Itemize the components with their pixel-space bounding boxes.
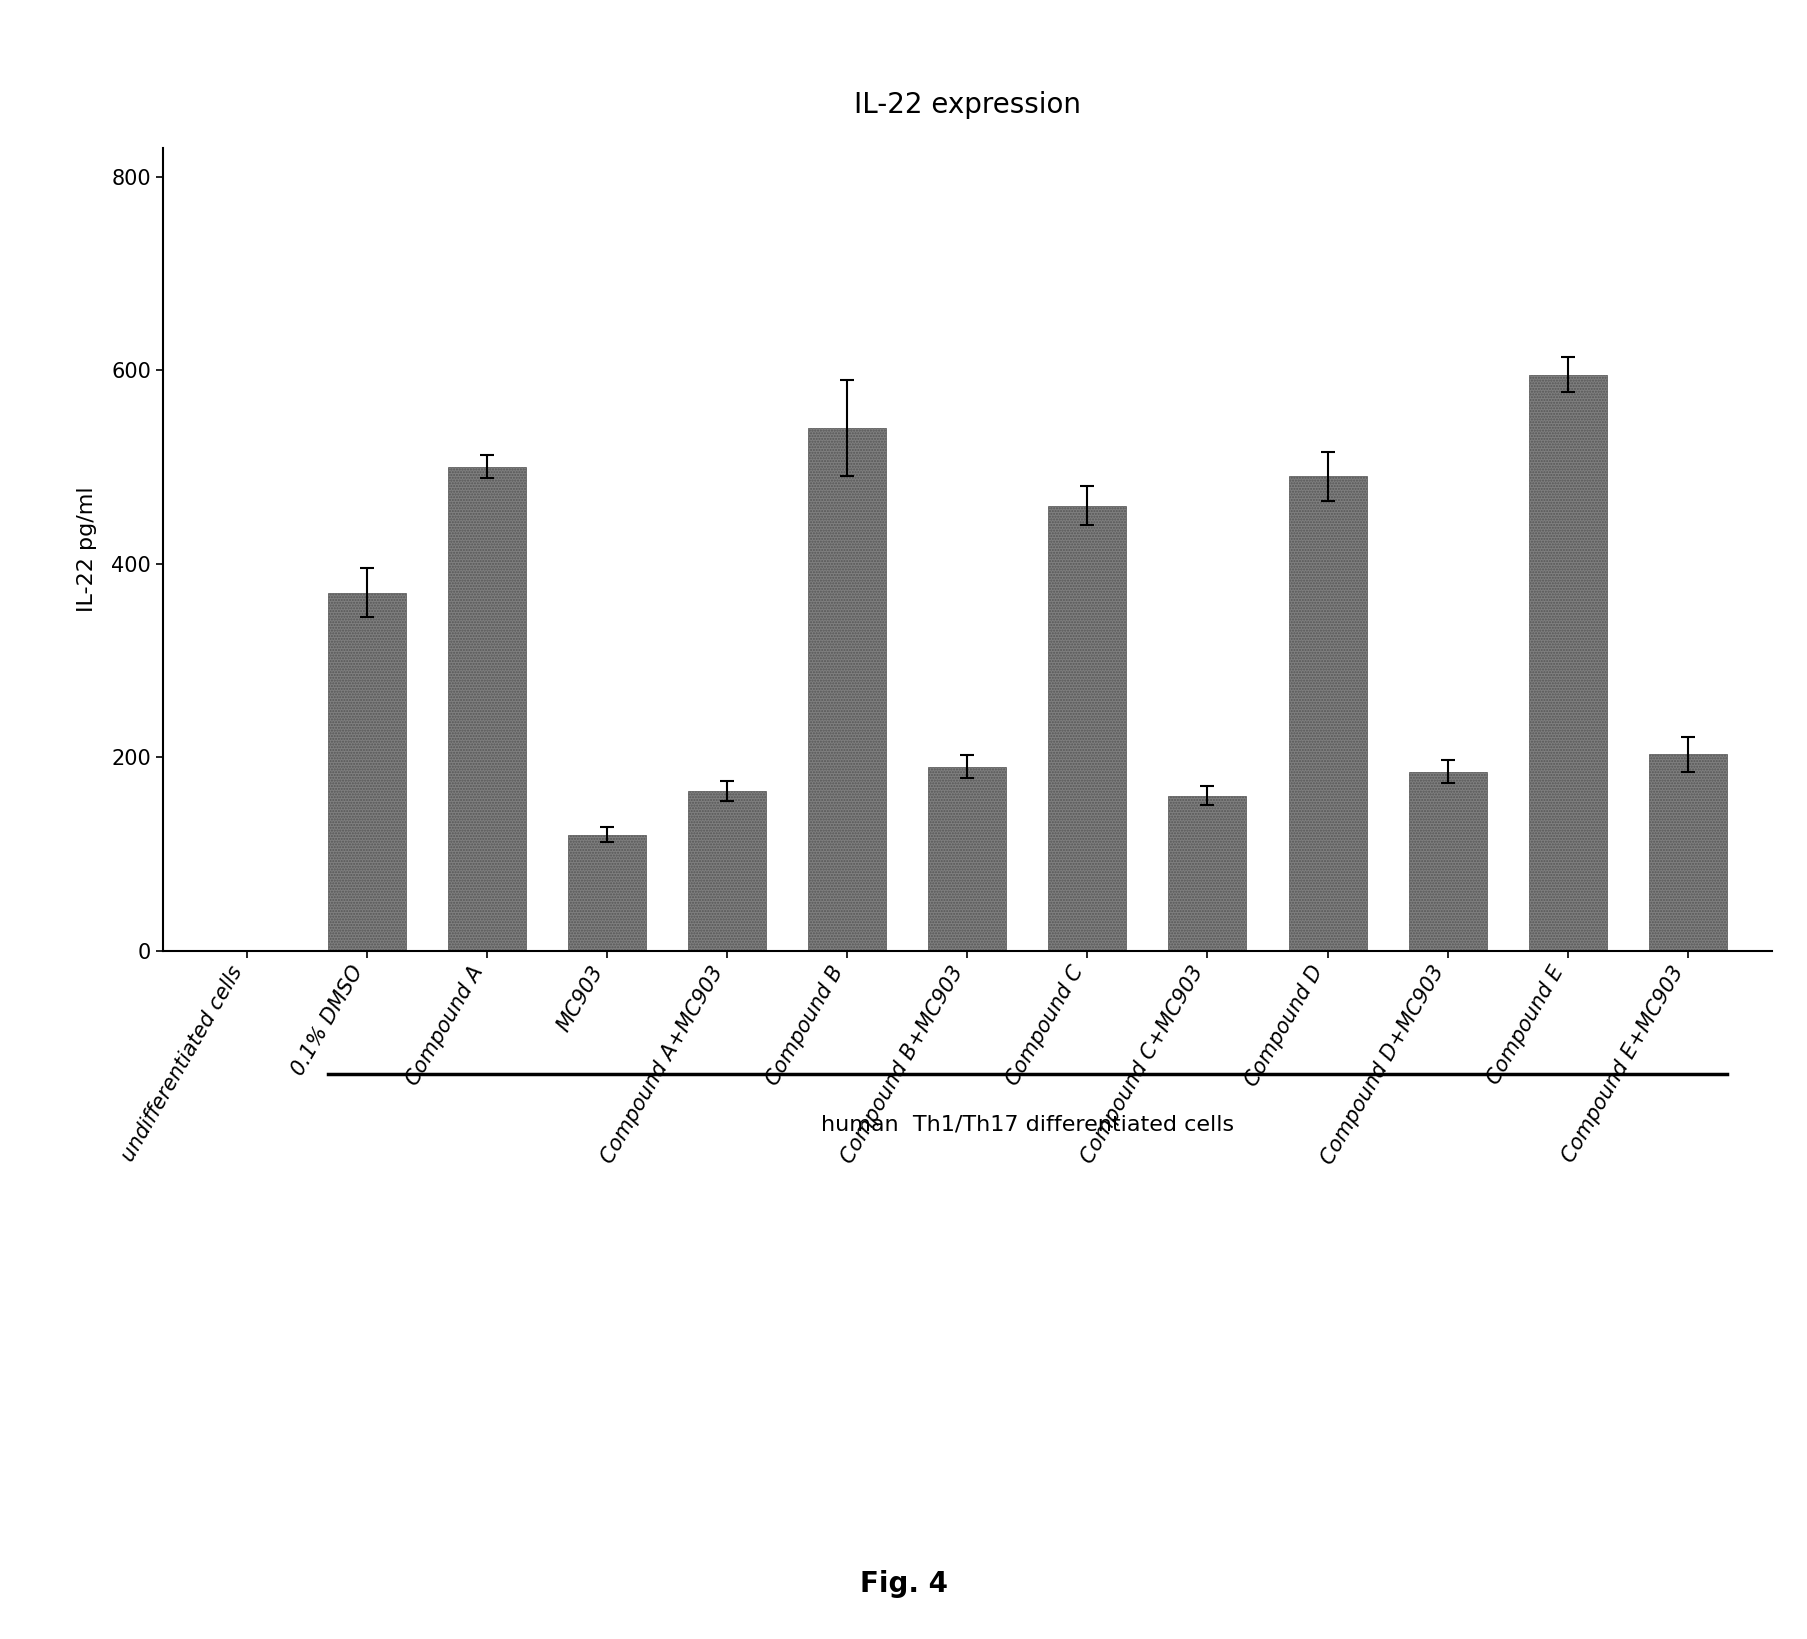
Text: Fig. 4: Fig. 4 [860,1570,947,1598]
Bar [1288,477,1366,951]
Bar [688,792,766,951]
Y-axis label: IL-22 pg/ml: IL-22 pg/ml [78,487,98,611]
Bar [567,834,645,951]
Title: IL-22 expression: IL-22 expression [853,90,1081,118]
Text: human  Th1/Th17 differentiated cells: human Th1/Th17 differentiated cells [820,1115,1232,1134]
Bar [1048,505,1126,951]
Bar [808,428,885,951]
Bar [1529,375,1606,951]
Bar [327,593,405,951]
Bar [1648,754,1726,951]
Bar [1408,772,1485,951]
Bar [448,467,526,951]
Bar [1167,797,1245,951]
Bar [927,767,1006,951]
